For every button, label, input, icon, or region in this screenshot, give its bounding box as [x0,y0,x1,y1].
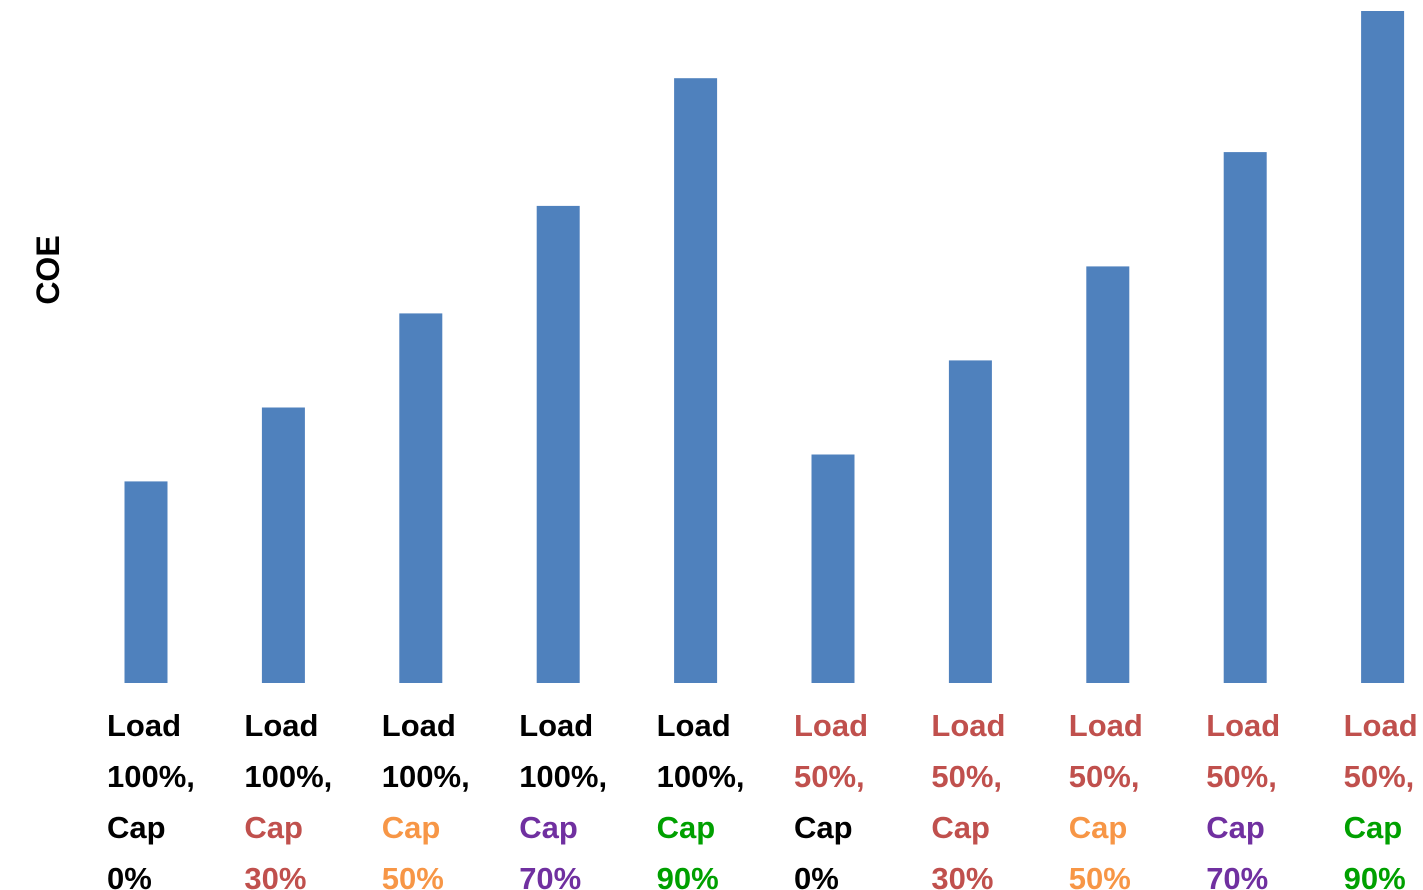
x-tick-label-3: Load 100%, Cap 50% [382,700,512,890]
x-tick-load-value: 50%, [794,759,865,794]
x-tick-load-value: 100%, [244,759,333,794]
x-tick-cap-word: Cap [1343,810,1403,845]
x-tick-cap-word: Cap [381,810,441,845]
x-tick-cap-word: Cap [1068,810,1128,845]
x-tick-cap-value: 30% [244,861,307,890]
x-tick-load-value: 100%, [656,759,745,794]
y-axis-label: COE [29,235,66,305]
x-tick-load-value: 100%, [519,759,608,794]
x-tick-load-word: Load [794,708,869,743]
x-tick-label-4: Load 100%, Cap 70% [519,700,649,890]
bar-7 [948,360,992,683]
x-tick-load-value: 50%, [1068,759,1140,794]
x-tick-load-value: 100%, [381,759,470,794]
x-tick-label-1: Load 100%, Cap 0% [107,700,237,890]
x-tick-cap-value: 50% [381,861,444,890]
x-tick-cap-value: 90% [1343,861,1406,890]
x-tick-load-word: Load [519,708,594,743]
bar-10 [1361,11,1405,683]
x-tick-cap-word: Cap [107,810,166,845]
x-tick-load-value: 50%, [1343,759,1415,794]
x-tick-cap-value: 0% [107,861,152,890]
x-tick-cap-word: Cap [244,810,303,845]
bar-6 [811,454,855,683]
x-tick-load-word: Load [107,708,182,743]
x-tick-cap-value: 70% [519,861,582,890]
bar-4 [536,205,580,683]
bar-5 [674,78,718,683]
x-tick-cap-word: Cap [519,810,578,845]
x-tick-cap-value: 70% [1206,861,1269,890]
bar-9 [1223,152,1267,684]
x-tick-label-5: Load 100%, Cap 90% [657,700,787,890]
x-tick-load-word: Load [1206,708,1281,743]
x-tick-load-word: Load [656,708,731,743]
x-tick-load-word: Load [931,708,1006,743]
x-tick-cap-value: 50% [1068,861,1131,890]
x-tick-label-9: Load 50%, Cap 70% [1206,700,1336,890]
x-tick-cap-word: Cap [794,810,853,845]
bar-3 [399,313,443,683]
x-tick-load-word: Load [381,708,456,743]
x-tick-cap-word: Cap [656,810,716,845]
x-tick-label-7: Load 50%, Cap 30% [931,700,1061,890]
bar-8 [1086,266,1130,683]
x-tick-label-2: Load 100%, Cap 30% [244,700,374,890]
x-tick-cap-word: Cap [931,810,990,845]
x-tick-label-8: Load 50%, Cap 50% [1069,700,1199,890]
x-tick-cap-value: 0% [794,861,839,890]
bar-1 [124,481,168,683]
x-tick-load-value: 50%, [1206,759,1277,794]
x-tick-load-word: Load [244,708,319,743]
x-tick-load-value: 50%, [931,759,1003,794]
bar-2 [261,407,305,683]
x-tick-cap-value: 90% [656,861,719,890]
x-tick-cap-word: Cap [1206,810,1265,845]
x-tick-load-word: Load [1068,708,1143,743]
x-tick-label-10: Load 50%, Cap 90% [1344,700,1423,890]
x-tick-load-word: Load [1343,708,1418,743]
x-tick-label-6: Load 50%, Cap 0% [794,700,924,890]
x-tick-load-value: 100%, [107,759,195,794]
x-tick-cap-value: 30% [931,861,994,890]
